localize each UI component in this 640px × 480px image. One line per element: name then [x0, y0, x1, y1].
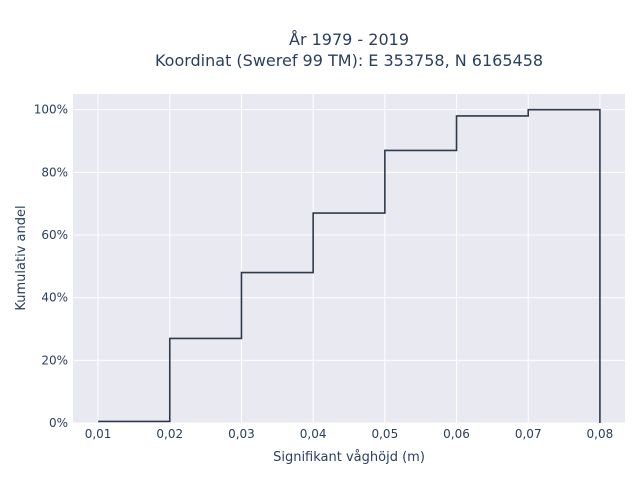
y-tick-label: 0% [49, 416, 68, 430]
chart-title-line-2: Koordinat (Sweref 99 TM): E 353758, N 61… [155, 51, 543, 70]
x-tick-label: 0,01 [85, 427, 112, 441]
y-axis-label: Kumulativ andel [14, 205, 29, 310]
x-tick-label: 0,02 [156, 427, 183, 441]
chart-title-line-1: År 1979 - 2019 [289, 30, 409, 49]
y-tick-label: 20% [41, 353, 68, 367]
y-tick-label: 80% [41, 165, 68, 179]
x-tick-label: 0,07 [515, 427, 542, 441]
plot-background [73, 94, 625, 423]
x-tick-label: 0,05 [371, 427, 398, 441]
x-axis-label: Signifikant våghöjd (m) [273, 450, 425, 465]
y-tick-label: 60% [41, 228, 68, 242]
y-ticks: 0% 20% 40% 60% 80% 100% [34, 103, 68, 430]
y-tick-label: 40% [41, 291, 68, 305]
series-line [98, 108, 601, 423]
y-tick-label: 100% [34, 103, 68, 117]
x-tick-label: 0,04 [300, 427, 327, 441]
x-tick-label: 0,06 [443, 427, 470, 441]
x-tick-label: 0,08 [587, 427, 614, 441]
x-ticks: 0,01 0,02 0,03 0,04 0,05 0,06 0,07 0,08 [85, 427, 614, 441]
grid-y [73, 109, 625, 424]
x-tick-label: 0,03 [228, 427, 255, 441]
